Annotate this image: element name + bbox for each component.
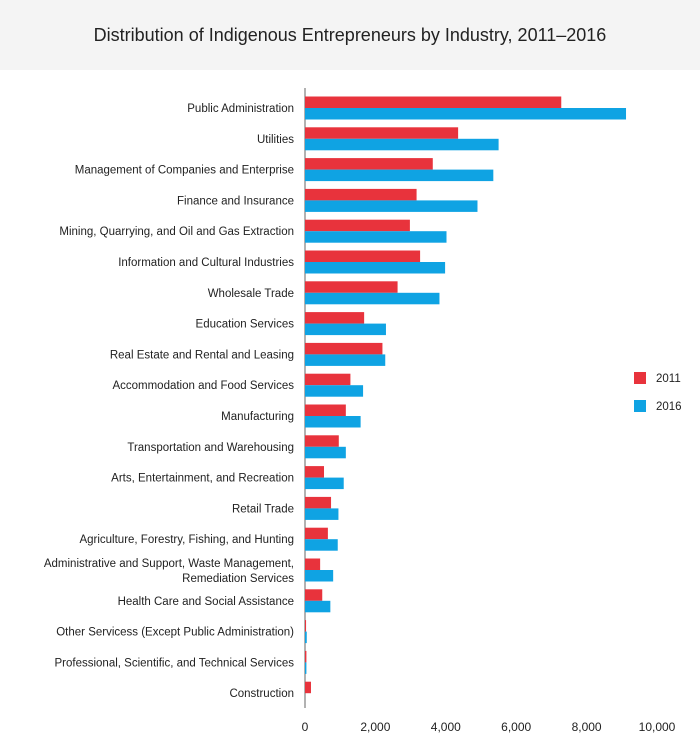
bar-2011 bbox=[305, 219, 410, 232]
bar-2016 bbox=[305, 662, 307, 674]
legend-label: 2016 bbox=[656, 401, 682, 413]
bar-2011 bbox=[305, 342, 383, 355]
category-label: Wholesale Trade bbox=[208, 288, 294, 300]
bar-2016 bbox=[305, 231, 447, 243]
category-label: Accommodation and Food Services bbox=[112, 380, 294, 392]
bar-2016 bbox=[305, 169, 494, 182]
bar-2016 bbox=[305, 262, 446, 274]
bar-2016 bbox=[305, 446, 346, 459]
bar-2011 bbox=[305, 620, 307, 632]
x-tick-label: 2,000 bbox=[360, 720, 390, 734]
legend-label: 2011 bbox=[656, 373, 681, 385]
bar-2011 bbox=[305, 250, 421, 262]
bar-2016 bbox=[305, 138, 499, 151]
bar-2016 bbox=[305, 200, 478, 212]
x-tick-label: 6,000 bbox=[501, 720, 531, 734]
bar-2016 bbox=[305, 354, 386, 366]
bar-2011 bbox=[305, 127, 459, 139]
category-label: Health Care and Social Assistance bbox=[118, 596, 294, 608]
category-label: Utilities bbox=[257, 134, 294, 146]
category-label: Retail Trade bbox=[232, 503, 294, 515]
bar-2011 bbox=[305, 312, 365, 324]
bar-2011 bbox=[305, 650, 307, 663]
category-label: Professional, Scientific, and Technical … bbox=[55, 657, 295, 669]
category-label: Public Administration bbox=[187, 103, 294, 115]
bar-2011 bbox=[305, 404, 346, 416]
x-tick-label: 10,000 bbox=[639, 720, 676, 734]
category-label: Real Estate and Rental and Leasing bbox=[110, 349, 294, 361]
legend-swatch-2016 bbox=[634, 400, 646, 412]
chart-title: Distribution of Indigenous Entrepreneurs… bbox=[93, 25, 607, 45]
bar-2016 bbox=[305, 508, 339, 520]
x-tick-label: 0 bbox=[302, 720, 309, 734]
bar-2016 bbox=[305, 570, 334, 582]
bar-2011 bbox=[305, 158, 433, 170]
bar-2011 bbox=[305, 496, 332, 509]
bar-2011 bbox=[305, 96, 562, 108]
bar-2011 bbox=[305, 466, 325, 478]
bar-2011 bbox=[305, 435, 339, 447]
legend-swatch-2011 bbox=[634, 372, 646, 384]
category-label: Transportation and Warehousing bbox=[127, 442, 294, 454]
bar-2016 bbox=[305, 539, 338, 551]
bar-2011 bbox=[305, 681, 311, 694]
category-label: Management of Companies and Enterprise bbox=[75, 165, 294, 177]
category-label: Information and Cultural Industries bbox=[118, 257, 294, 269]
category-label: Construction bbox=[229, 688, 294, 700]
bar-2011 bbox=[305, 589, 323, 601]
bar-2011 bbox=[305, 188, 417, 201]
bar-2011 bbox=[305, 373, 351, 386]
category-label: Finance and Insurance bbox=[177, 195, 294, 207]
bar-2016 bbox=[305, 323, 386, 336]
category-label: Mining, Quarrying, and Oil and Gas Extra… bbox=[59, 226, 294, 238]
bar-2011 bbox=[305, 281, 398, 293]
bar-2016 bbox=[305, 416, 361, 428]
category-label: Arts, Entertainment, and Recreation bbox=[111, 473, 294, 485]
x-tick-label: 8,000 bbox=[572, 720, 602, 734]
bar-chart: Public Administration Utilities Management… bbox=[44, 88, 682, 734]
category-label: Other Servicess (Except Public Administr… bbox=[56, 627, 294, 639]
category-label: Education Services bbox=[196, 319, 295, 331]
bar-2011 bbox=[305, 558, 321, 570]
bar-2016 bbox=[305, 477, 344, 490]
bar-2016 bbox=[305, 600, 331, 613]
category-label: Manufacturing bbox=[221, 411, 294, 423]
category-label: Administrative and Support, Waste Manage… bbox=[44, 558, 294, 585]
bar-2016 bbox=[305, 631, 307, 644]
bar-2016 bbox=[305, 292, 440, 305]
category-label: Agriculture, Forestry, Fishing, and Hunt… bbox=[79, 534, 294, 546]
bar-2011 bbox=[305, 527, 328, 540]
bar-2016 bbox=[305, 108, 627, 120]
bar-2016 bbox=[305, 385, 364, 397]
title-banner bbox=[0, 0, 700, 70]
x-tick-label: 4,000 bbox=[431, 720, 461, 734]
